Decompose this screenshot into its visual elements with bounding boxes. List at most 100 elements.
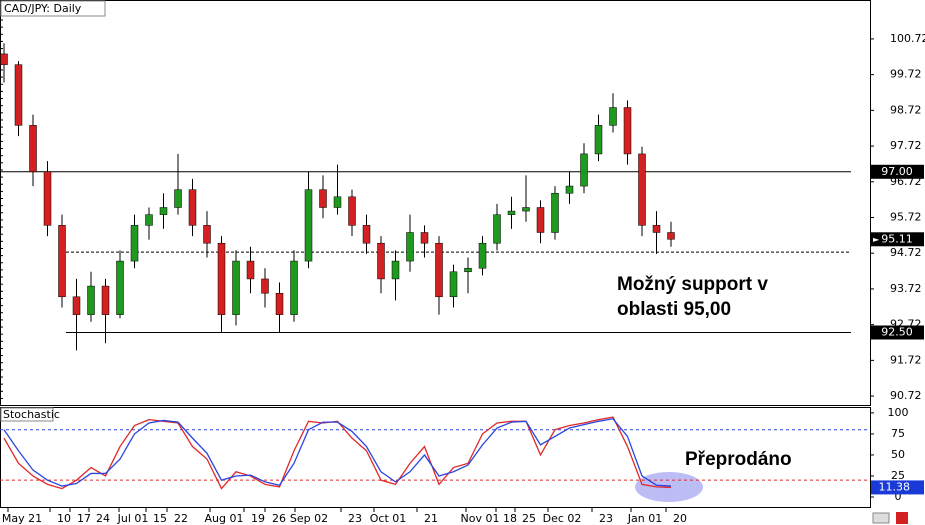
candle-body <box>232 260 240 315</box>
y-tick-label: 99.72 <box>890 68 922 81</box>
candle-body <box>594 125 603 155</box>
candle-body <box>464 267 472 273</box>
candle-body <box>58 225 66 298</box>
x-tick-label: 23 <box>599 512 613 525</box>
y-tick-label: 95.72 <box>890 211 922 224</box>
candle-body <box>667 232 675 240</box>
candle-body <box>609 107 617 126</box>
x-tick-label: 21 <box>424 512 438 525</box>
candle-body <box>174 189 182 208</box>
candle-body <box>14 64 23 126</box>
x-tick-label: 22 <box>174 512 188 525</box>
candle-body <box>377 242 385 280</box>
candle-body <box>449 271 458 298</box>
candle-body <box>333 196 342 208</box>
candle-body <box>116 260 124 315</box>
candle-body <box>420 232 429 244</box>
y-tick-label: 93.72 <box>890 282 922 295</box>
candle-body <box>101 285 110 315</box>
price-label-box <box>871 232 924 247</box>
candle-body <box>565 185 574 194</box>
candle-body <box>623 107 632 155</box>
candle-body <box>652 225 661 233</box>
x-tick-label: Dec 02 <box>543 512 582 525</box>
x-tick-label: 10 <box>57 512 71 525</box>
candle-body <box>217 242 226 315</box>
candle-body <box>406 232 414 262</box>
y-tick-label: 97.72 <box>890 139 922 152</box>
price-label: 97.00 <box>881 165 913 178</box>
price-label: 92.50 <box>881 326 913 339</box>
candle-body <box>159 207 168 215</box>
x-tick-label: Oct 01 <box>370 512 407 525</box>
candle-body <box>522 207 530 212</box>
price-label-box <box>871 164 924 179</box>
candle-body <box>536 207 545 233</box>
annotation: Přeprodáno <box>685 449 792 470</box>
y-tick-label: 0 <box>895 490 902 503</box>
title-box <box>0 0 106 17</box>
layer: 100.7299.7298.7297.7296.7295.7294.7293.7… <box>0 19 925 525</box>
x-tick-label: 24 <box>96 512 110 525</box>
y-tick-label: 25 <box>891 469 905 482</box>
candle-body <box>638 153 646 226</box>
candle-body <box>29 125 37 173</box>
candle-body <box>246 260 255 280</box>
stoch-title-box <box>0 407 54 422</box>
y-tick-label: 75 <box>891 427 905 440</box>
x-tick-label: Nov 01 <box>461 512 500 525</box>
value-label-box <box>871 480 924 495</box>
x-tick-label: 17 <box>77 512 91 525</box>
x-tick-label: 15 <box>153 512 167 525</box>
candle-body <box>43 171 52 226</box>
y-tick-label: 100.72 <box>890 32 925 45</box>
x-tick-label: Jan 01 <box>627 512 662 525</box>
candle-body <box>478 242 487 269</box>
price-label-box <box>871 325 924 340</box>
stoch-line <box>3 416 672 490</box>
price-label: 95.11 <box>881 232 913 245</box>
stoch-title: Stochastic <box>3 408 60 421</box>
price-arrow: ► <box>873 235 880 244</box>
candle-body <box>493 214 501 244</box>
stochastic-panel <box>0 407 871 508</box>
annotation: Možný support v <box>617 274 768 295</box>
candle-body <box>319 189 327 208</box>
x-tick-label: 18 <box>503 512 517 525</box>
x-tick-label: Aug 01 <box>205 512 244 525</box>
x-tick-label: 25 <box>522 512 536 525</box>
close-button[interactable] <box>896 512 908 524</box>
x-tick-label: Jul 01 <box>117 512 149 525</box>
y-tick-label: 90.72 <box>890 389 922 402</box>
annotation: oblasti 95,00 <box>617 299 731 320</box>
chart-title: CAD/JPY: Daily <box>4 2 82 15</box>
scroll-button[interactable] <box>872 512 890 524</box>
x-tick-label: 23 <box>348 512 362 525</box>
candle-body <box>130 225 139 262</box>
candle-body <box>203 225 211 244</box>
candle-body <box>87 285 95 315</box>
candle-body <box>580 153 588 187</box>
x-tick-label: May 21 <box>2 512 42 525</box>
candle-body <box>261 278 269 294</box>
y-tick-label: 50 <box>891 448 905 461</box>
candle-body <box>145 214 153 226</box>
candle-body <box>435 242 443 298</box>
candle-body <box>188 189 197 226</box>
candle-body <box>72 296 81 315</box>
candle-body <box>348 196 356 226</box>
y-tick-label: 94.72 <box>890 246 922 259</box>
candle-body <box>304 189 313 262</box>
candle-body <box>0 53 8 65</box>
price-panel <box>0 0 871 406</box>
y-tick-label: 91.72 <box>890 353 922 366</box>
x-tick-label: 19 <box>251 512 265 525</box>
x-tick-label: Sep 02 <box>290 512 328 525</box>
candle-body <box>551 192 559 233</box>
x-tick-label: 20 <box>673 512 687 525</box>
y-tick-label: 98.72 <box>890 103 922 116</box>
y-tick-label: 100 <box>888 406 909 419</box>
